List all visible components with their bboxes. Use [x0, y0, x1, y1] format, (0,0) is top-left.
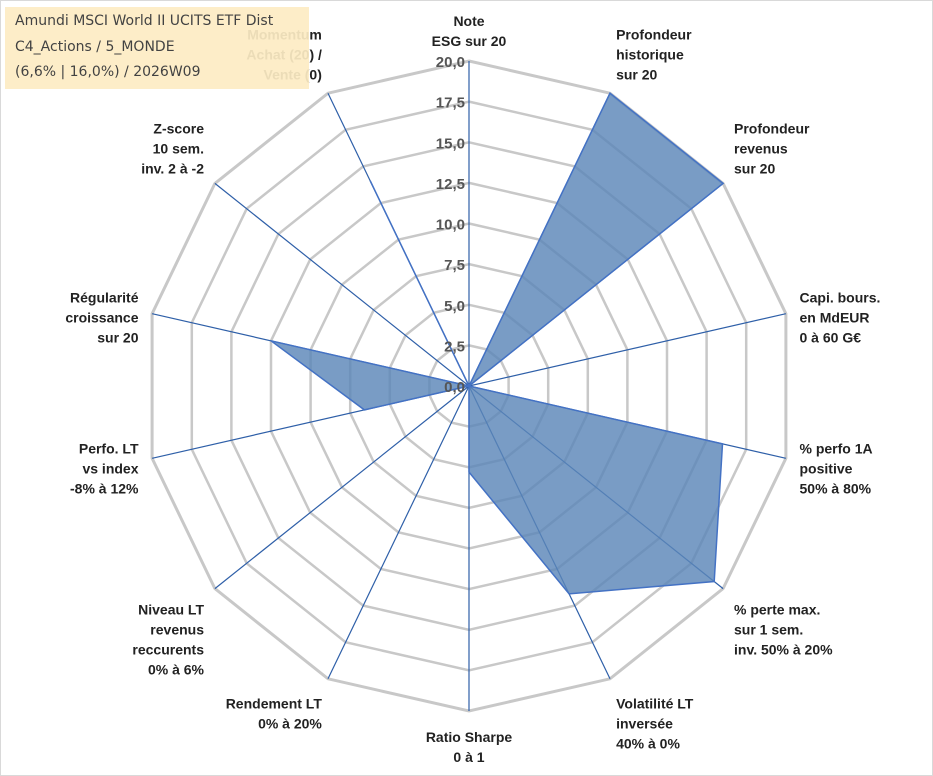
radar-axis-label: sur 20 [97, 330, 138, 346]
radar-axis-label: reccurents [132, 641, 204, 657]
radar-axis-label: Perfo. LT [79, 440, 139, 456]
radar-axis-label: historique [616, 47, 684, 63]
radar-axis-label: en MdEUR [800, 310, 870, 326]
radar-axis-label: Profondeur [616, 27, 692, 43]
radar-axis-label: Profondeur [734, 121, 810, 137]
radar-spoke [214, 182, 470, 387]
radar-tick-label: 10,0 [436, 217, 465, 234]
radar-spoke [327, 385, 470, 680]
radar-tick-label: 12,5 [436, 176, 465, 193]
chart-title-box: Amundi MSCI World II UCITS ETF Dist C4_A… [5, 7, 309, 89]
radar-tick-label: 0,0 [444, 379, 465, 396]
radar-tick-label: 7,5 [444, 257, 465, 274]
radar-tick-label: 17,5 [436, 95, 465, 112]
radar-axis-label: 0% à 20% [258, 715, 322, 731]
radar-axis-label: % perfo 1A [800, 440, 873, 456]
radar-axis-label: % perte max. [734, 601, 820, 617]
radar-spoke [214, 385, 470, 590]
radar-axis-label: inversée [616, 715, 673, 731]
radar-axis-label: vs index [82, 460, 138, 476]
radar-tick-label: 20,0 [436, 54, 465, 71]
radar-axis-label: croissance [65, 310, 138, 326]
radar-axis-label: sur 1 sem. [734, 621, 803, 637]
chart-title-line-2: C4_Actions / 5_MONDE [15, 39, 175, 55]
radar-axis-label: Capi. bours. [800, 290, 881, 306]
radar-axis-label: 0% à 6% [148, 661, 205, 677]
chart-title-line-1: Amundi MSCI World II UCITS ETF Dist [15, 13, 274, 29]
radar-axis-label: Volatilité LT [616, 695, 694, 711]
radar-tick-label: 5,0 [444, 298, 465, 315]
radar-axis-label: 0 à 1 [453, 749, 484, 765]
radar-series [270, 92, 725, 595]
radar-tick-label: 15,0 [436, 135, 465, 152]
radar-axis-label: -8% à 12% [70, 480, 139, 496]
radar-axis-label: inv. 2 à -2 [141, 161, 204, 177]
radar-series-area [270, 92, 725, 595]
radar-axis-label: positive [800, 460, 853, 476]
radar-axis-label: revenus [150, 621, 204, 637]
radar-axis-label: Z-score [153, 121, 204, 137]
radar-axis-label: 50% à 80% [800, 480, 872, 496]
radar-axis-label: sur 20 [616, 67, 657, 83]
radar-axis-label: revenus [734, 141, 788, 157]
chart-title-line-3: (6,6% | 16,0%) / 2026W09 [15, 64, 201, 80]
radar-tick-labels: 0,0 2,5 5,0 7,5 10,0 12,5 15,0 17,5 20,0 [436, 54, 465, 396]
radar-axis-label: inv. 50% à 20% [734, 641, 833, 657]
radar-axis-label: 10 sem. [153, 141, 204, 157]
radar-axis-label: ESG sur 20 [432, 33, 507, 49]
radar-spoke [468, 313, 787, 387]
radar-axis-label: Note [453, 13, 484, 29]
radar-axis-label: Régularité [70, 290, 139, 306]
radar-axis-label: 0 à 60 G€ [800, 330, 862, 346]
radar-axis-label: Niveau LT [138, 601, 204, 617]
radar-axis-label: Rendement LT [226, 695, 323, 711]
radar-axis-label: sur 20 [734, 161, 775, 177]
radar-axis-label: Ratio Sharpe [426, 729, 513, 745]
radar-tick-label: 2,5 [444, 338, 465, 355]
radar-axis-label: 40% à 0% [616, 735, 680, 751]
